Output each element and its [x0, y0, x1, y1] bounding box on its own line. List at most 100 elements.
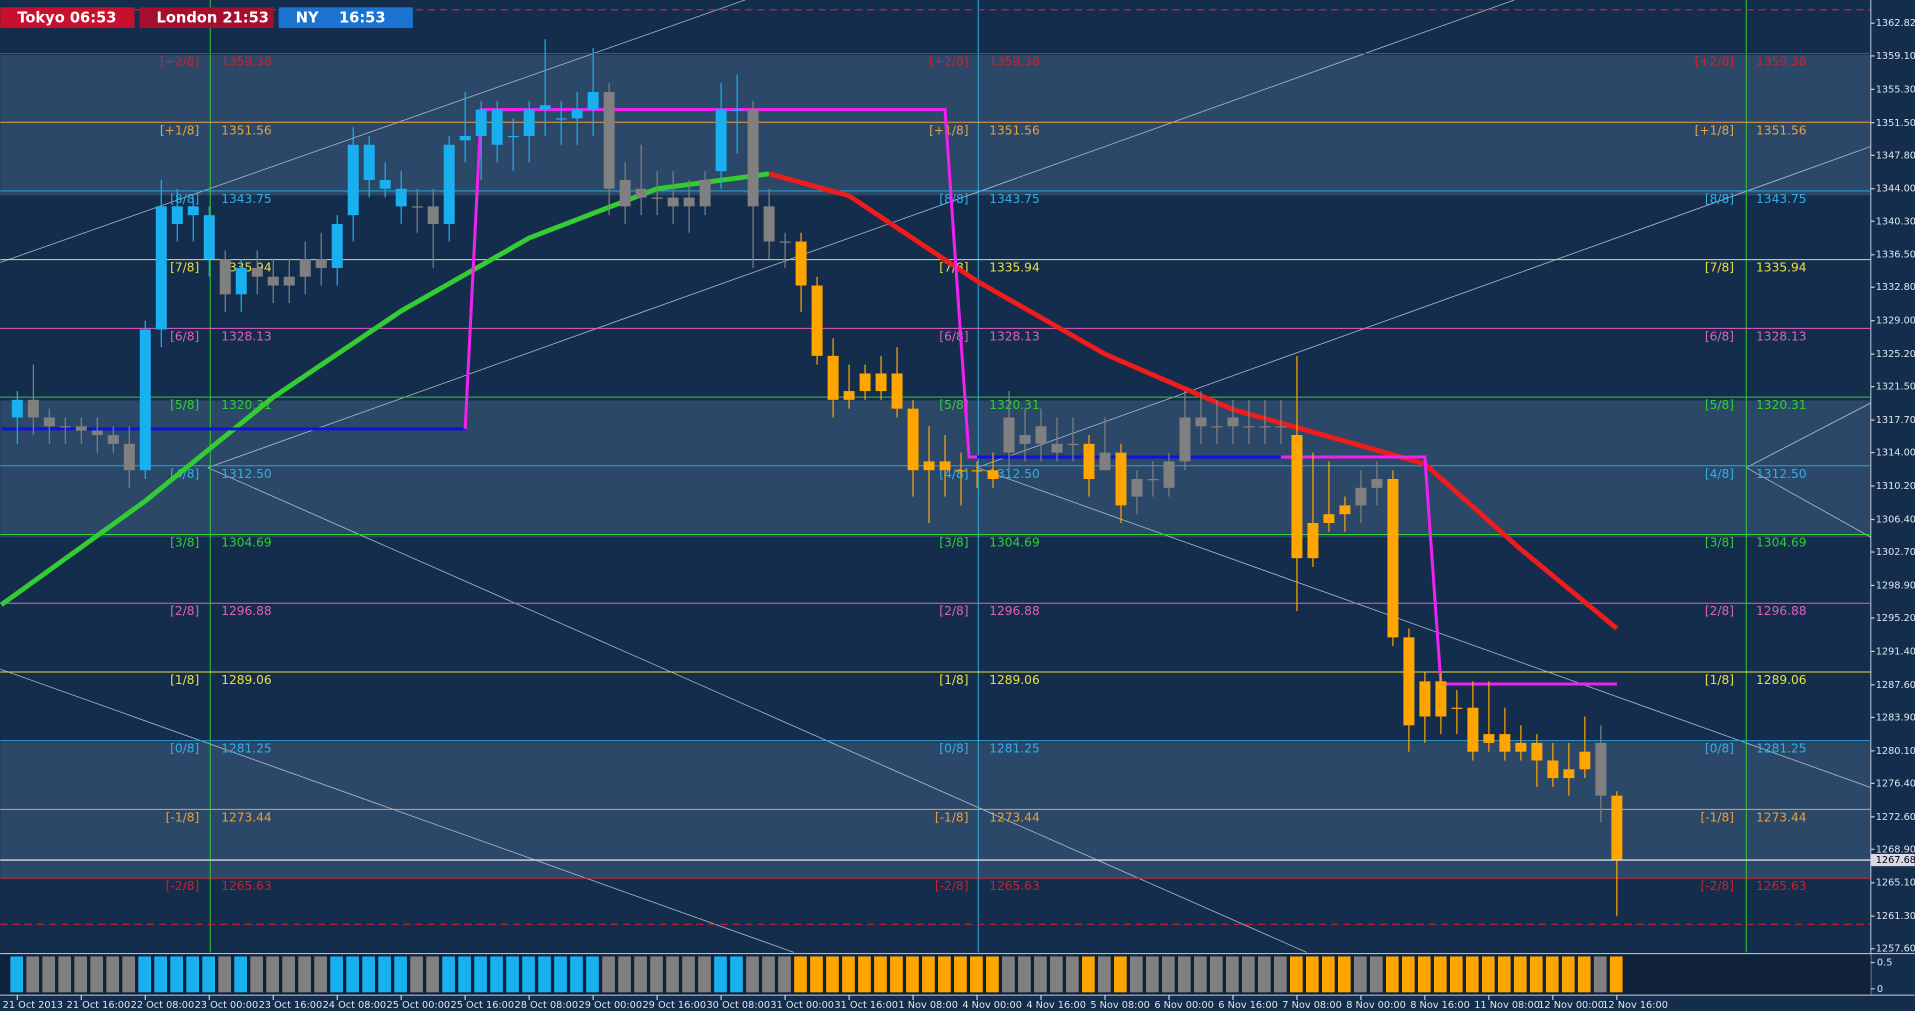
trend-cell	[713, 955, 728, 994]
candle-body	[1179, 417, 1191, 462]
candle-body	[235, 267, 247, 295]
candle-body	[875, 373, 887, 392]
trend-cell	[1049, 955, 1064, 994]
candle-body	[491, 109, 503, 145]
trend-cell	[1017, 955, 1032, 994]
trend-cell	[1529, 955, 1544, 994]
trend-cell	[185, 955, 200, 994]
trend-cell	[761, 955, 776, 994]
trend-cell	[1305, 955, 1320, 994]
trend-cell	[201, 955, 216, 994]
trend-cell	[233, 955, 248, 994]
level-tag: [2/8]	[939, 604, 968, 618]
candle-body	[731, 109, 743, 111]
candle-body	[1611, 795, 1623, 861]
x-tick-label: 11 Nov 08:00	[1474, 1000, 1540, 1011]
candle-body	[1035, 426, 1047, 444]
level-tag: [-2/8]	[166, 879, 200, 893]
x-tick-label: 24 Oct 08:00	[323, 1000, 387, 1011]
trend-cell	[217, 955, 232, 994]
level-value: 1343.75	[1756, 192, 1806, 206]
trend-cell	[121, 955, 136, 994]
trend-cell	[969, 955, 984, 994]
level-value: 1351.56	[989, 123, 1039, 137]
level-tag: [0/8]	[170, 742, 199, 756]
candle-body	[1083, 443, 1095, 480]
candle-body	[1579, 751, 1591, 770]
candle-body	[1147, 479, 1159, 481]
trend-cell	[1097, 955, 1112, 994]
level-value: 1359.38	[1756, 55, 1806, 69]
candle-body	[1259, 426, 1271, 428]
indicator-line	[463, 108, 978, 459]
y-tick-label: 1257.60	[1876, 944, 1915, 955]
candle-body	[1467, 707, 1479, 752]
level-tag: [+2/8]	[1695, 55, 1734, 69]
trend-cell	[137, 955, 152, 994]
candle-body	[75, 426, 87, 431]
candle-body	[795, 241, 807, 286]
x-tick-label: 23 Oct 16:00	[259, 1000, 323, 1011]
level-value: 1289.06	[1756, 673, 1806, 687]
trend-cell	[393, 955, 408, 994]
candle-body	[827, 355, 839, 400]
trend-cell	[1145, 955, 1160, 994]
level-tag: [+1/8]	[929, 123, 968, 137]
session-label: London 21:53	[157, 9, 269, 26]
y-tick-label: 1317.70	[1876, 415, 1915, 426]
y-tick-label: 1302.70	[1876, 547, 1915, 558]
candle-body	[379, 179, 391, 189]
candle-body	[635, 188, 647, 198]
trend-cell	[153, 955, 168, 994]
session-label: Tokyo 06:53	[17, 9, 116, 26]
level-value: 1273.44	[221, 810, 272, 824]
candle-body	[1163, 461, 1175, 488]
trend-cell	[1209, 955, 1224, 994]
candle-body	[1275, 426, 1287, 428]
level-value: 1328.13	[1756, 329, 1806, 343]
candle-body	[11, 399, 23, 418]
candle-body	[395, 188, 407, 207]
trend-cell	[1289, 955, 1304, 994]
level-tag: [+1/8]	[160, 123, 199, 137]
level-value: 1281.25	[989, 742, 1039, 756]
candle-body	[1131, 479, 1143, 497]
trend-cell	[1033, 955, 1048, 994]
trend-cell	[1065, 955, 1080, 994]
candle-body	[651, 197, 663, 199]
level-value: 1281.25	[221, 742, 271, 756]
candle-body	[187, 206, 199, 216]
session-label: NY 16:53	[296, 9, 386, 26]
trend-cell	[1257, 955, 1272, 994]
trend-cell	[793, 955, 808, 994]
trend-cell	[569, 955, 584, 994]
trend-cell	[1177, 955, 1192, 994]
trend-cell	[697, 955, 712, 994]
level-value: 1289.06	[989, 673, 1039, 687]
trend-cell	[841, 955, 856, 994]
level-value: 1359.38	[989, 55, 1039, 69]
y-tick-label: 1329.00	[1876, 316, 1915, 327]
y-tick-label: 1351.50	[1876, 118, 1915, 129]
level-tag: [3/8]	[939, 536, 968, 550]
trend-cell	[825, 955, 840, 994]
price-axis	[1870, 0, 1915, 1011]
x-tick-label: 4 Nov 16:00	[1026, 1000, 1086, 1011]
candle-body	[1563, 769, 1575, 779]
candle-body	[107, 435, 119, 444]
trend-cell	[921, 955, 936, 994]
level-tag: [-1/8]	[935, 810, 969, 824]
candle-body	[1227, 417, 1239, 427]
indicator-line	[1280, 455, 1617, 686]
level-tag: [7/8]	[1705, 261, 1734, 275]
y-tick-label: 1314.00	[1876, 448, 1915, 459]
candle-body	[283, 276, 295, 286]
candle-body	[251, 267, 263, 277]
trend-cell	[73, 955, 88, 994]
trend-cell	[681, 955, 696, 994]
y-tick-label: 1310.20	[1876, 481, 1915, 492]
trend-cell	[1417, 955, 1432, 994]
level-tag: [4/8]	[1705, 467, 1734, 481]
trend-cell	[1609, 955, 1624, 994]
